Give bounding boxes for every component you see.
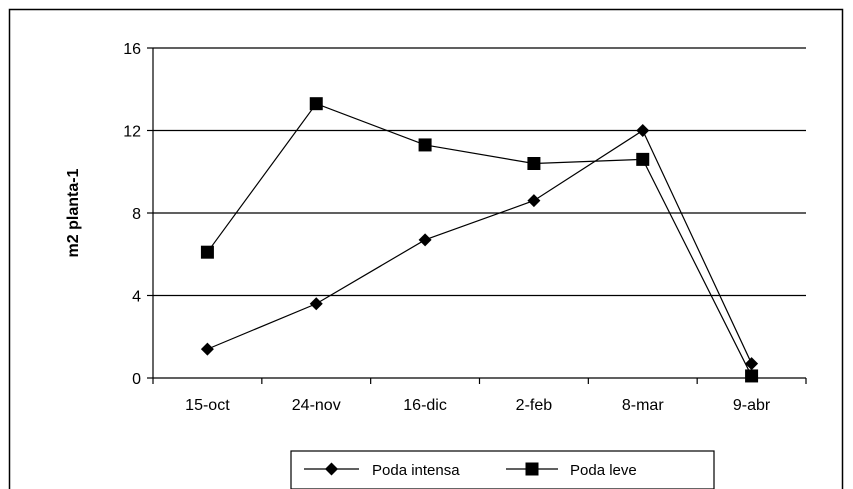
legend-label: Poda intensa: [372, 462, 460, 479]
legend-item: Poda intensa: [304, 462, 460, 479]
y-tick-label: 8: [132, 206, 141, 223]
y-axis-label: m2 planta-1: [65, 168, 82, 257]
data-point: [309, 97, 323, 111]
x-tick-label: 16-dic: [403, 397, 447, 414]
data-point: [527, 157, 541, 170]
series-line: [207, 129, 753, 364]
y-tick-label: 16: [123, 41, 141, 58]
y-tick-label: 12: [123, 124, 141, 141]
x-tick-label: 2-feb: [516, 397, 553, 414]
legend-marker: [525, 462, 539, 476]
legend-item: Poda leve: [506, 462, 637, 479]
legend-marker: [325, 462, 338, 476]
data-point: [636, 152, 650, 166]
data-point: [418, 233, 432, 247]
data-point: [745, 369, 759, 383]
series-layer: [200, 97, 759, 383]
legend-box: [290, 450, 715, 489]
data-point: [200, 245, 214, 259]
x-tick-label: 24-nov: [292, 397, 341, 414]
data-point: [745, 357, 759, 371]
y-axis-ticks: 0 4 8 12 16: [123, 41, 153, 388]
data-point: [636, 124, 650, 137]
data-point: [200, 342, 214, 356]
y-tick-label: 4: [132, 289, 141, 306]
legend-label: Poda leve: [570, 462, 637, 479]
gridlines: [153, 47, 806, 297]
x-tick-label: 8-mar: [622, 397, 664, 414]
chart-border: [8, 8, 844, 489]
y-tick-label: 0: [132, 371, 141, 388]
series-line: [206, 102, 753, 377]
legend: Poda intensa Poda leve: [290, 450, 715, 489]
data-point: [309, 297, 323, 311]
x-tick-label: 9-abr: [733, 397, 771, 414]
x-tick-label: 15-oct: [185, 397, 230, 414]
data-point: [527, 194, 541, 208]
data-point: [418, 138, 432, 152]
x-axis-ticks: 15-oct 24-nov 16-dic 2-feb 8-mar 9-abr: [152, 378, 807, 414]
series-poda-intensa: [200, 124, 759, 371]
series-poda-leve: [200, 97, 759, 383]
